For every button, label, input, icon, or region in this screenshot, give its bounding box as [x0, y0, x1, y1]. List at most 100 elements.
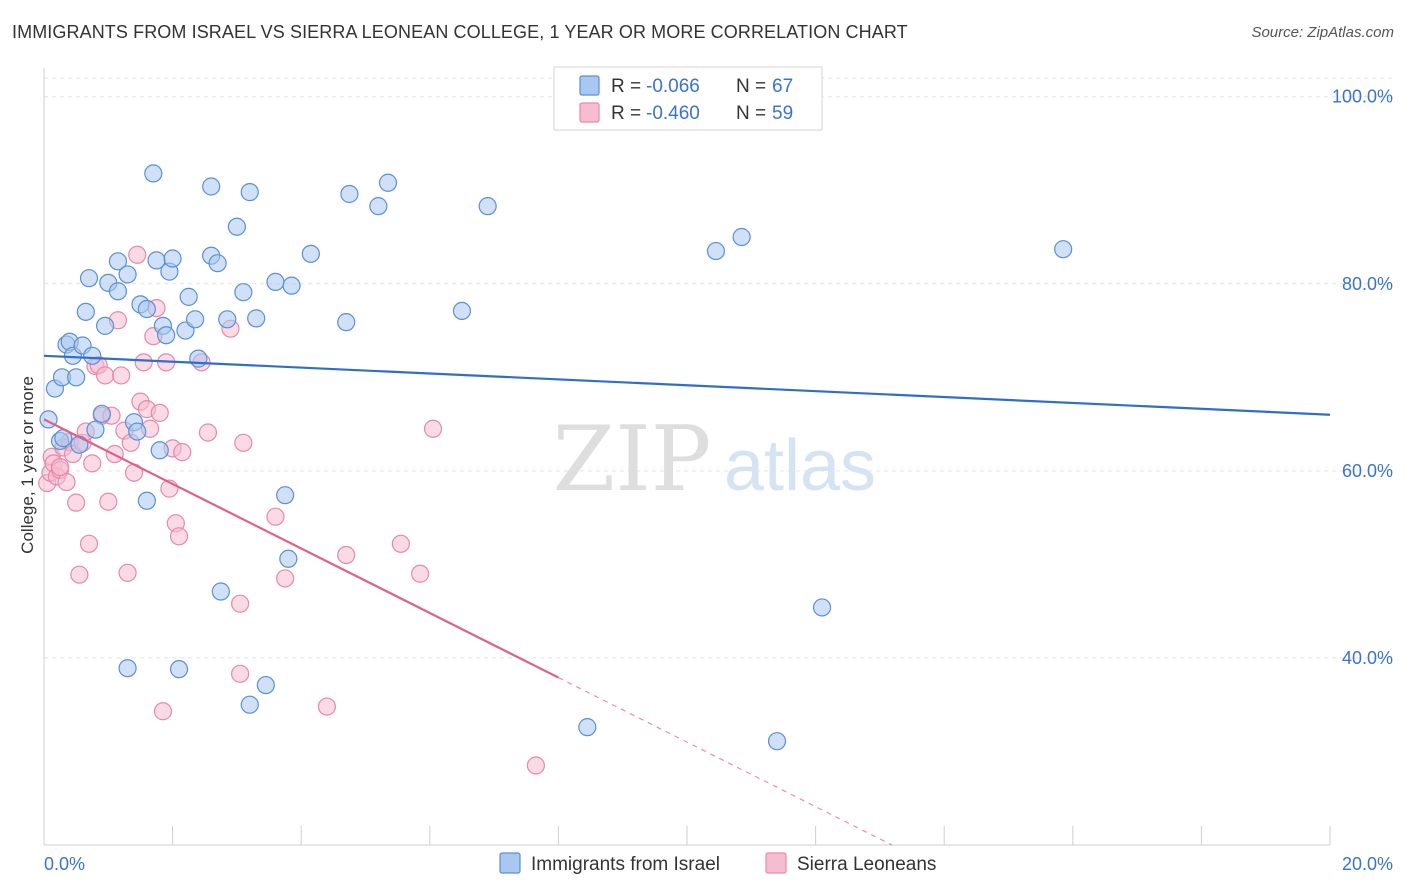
- data-point: [83, 454, 102, 473]
- chart-title: IMMIGRANTS FROM ISRAEL VS SIERRA LEONEAN…: [12, 22, 908, 42]
- data-point: [391, 534, 410, 553]
- series-sierra-leoneans: [38, 245, 545, 775]
- data-point: [144, 164, 163, 183]
- source-note: Source: ZipAtlas.com: [1251, 24, 1394, 41]
- legend-n-value: 67: [772, 76, 793, 97]
- y-tick-label: 60.0%: [1342, 461, 1393, 481]
- data-point: [99, 492, 118, 511]
- legend-r-label: R =: [611, 76, 641, 97]
- trend-line: [43, 354, 1331, 416]
- data-point: [86, 420, 105, 439]
- data-point: [173, 443, 192, 462]
- data-point: [317, 697, 337, 716]
- data-point: [118, 265, 137, 284]
- legend-swatch-pink: [765, 852, 787, 874]
- legend-n-label: N =: [736, 76, 766, 97]
- data-point: [70, 435, 89, 454]
- data-point: [118, 563, 137, 582]
- data-point: [411, 564, 430, 583]
- data-point: [276, 486, 295, 505]
- legend-top: R = -0.066 N = 67 R = -0.460 N = 59: [553, 66, 823, 131]
- data-point: [227, 217, 246, 236]
- trend-line: [43, 418, 559, 679]
- data-point: [153, 702, 173, 721]
- data-point: [369, 197, 388, 216]
- data-point: [337, 313, 356, 332]
- data-point: [57, 472, 76, 492]
- watermark-atlas: atlas: [724, 426, 876, 506]
- data-point: [211, 582, 230, 601]
- data-point: [67, 368, 86, 387]
- y-axis-label: College, 1 year or more: [18, 376, 37, 554]
- legend-n-value: 59: [772, 103, 793, 124]
- data-point: [234, 283, 253, 302]
- data-point: [95, 316, 115, 335]
- data-point: [150, 441, 169, 460]
- data-point: [247, 309, 266, 328]
- data-point: [118, 659, 137, 678]
- data-point: [108, 252, 128, 271]
- data-point: [208, 254, 227, 273]
- data-point: [128, 245, 147, 264]
- legend-swatch-blue: [579, 75, 600, 96]
- data-point: [231, 594, 250, 613]
- data-point: [128, 422, 147, 441]
- data-point: [70, 565, 89, 584]
- y-tick-label: 40.0%: [1342, 648, 1393, 668]
- data-point: [282, 276, 301, 295]
- data-point: [526, 756, 545, 775]
- data-point: [157, 326, 176, 345]
- data-point: [67, 493, 86, 512]
- legend-r-value: -0.066: [646, 76, 700, 97]
- data-point: [301, 244, 320, 263]
- y-tick-label: 100.0%: [1332, 87, 1393, 107]
- data-point: [266, 507, 285, 526]
- watermark-zip: ZIP: [553, 407, 712, 512]
- data-point: [706, 241, 726, 261]
- data-point: [179, 287, 198, 306]
- legend-label-sierra-leoneans: Sierra Leoneans: [797, 854, 936, 875]
- data-point: [83, 346, 102, 365]
- data-point: [240, 183, 259, 202]
- y-tick-label: 80.0%: [1342, 274, 1393, 294]
- trend-line-extension: [558, 677, 893, 846]
- legend-n-label: N =: [736, 103, 766, 124]
- data-point: [112, 366, 131, 385]
- data-point: [452, 301, 472, 321]
- data-point: [150, 403, 169, 422]
- data-point: [198, 423, 218, 442]
- data-point: [732, 227, 751, 247]
- data-point: [163, 249, 182, 268]
- legend-bottom: Immigrants from Israel Sierra Leoneans: [499, 852, 936, 875]
- data-point: [340, 184, 359, 204]
- data-point: [50, 458, 70, 477]
- data-point: [189, 349, 208, 368]
- data-point: [279, 549, 298, 568]
- data-point: [812, 598, 832, 617]
- legend-swatch-blue: [499, 852, 521, 874]
- data-point: [767, 732, 787, 751]
- data-point: [1054, 240, 1073, 259]
- data-point: [478, 197, 497, 216]
- data-point: [231, 664, 250, 683]
- legend-label-israel: Immigrants from Israel: [531, 854, 720, 875]
- data-point: [92, 404, 111, 423]
- data-point: [108, 282, 128, 301]
- series-immigrants-from-israel: [39, 164, 1073, 751]
- trend-lines: [43, 354, 1331, 846]
- x-tick-label: 20.0%: [1342, 854, 1393, 874]
- x-tick-labels: 0.0% 20.0%: [44, 854, 1393, 874]
- data-point: [266, 272, 285, 292]
- x-tick-label: 0.0%: [44, 854, 85, 874]
- data-point: [79, 534, 99, 553]
- data-point: [378, 173, 398, 192]
- data-point: [95, 366, 115, 385]
- data-point: [218, 310, 237, 329]
- data-point: [276, 569, 295, 588]
- data-point: [76, 302, 95, 321]
- data-point: [337, 545, 356, 565]
- data-point: [202, 177, 221, 196]
- data-point: [186, 310, 205, 329]
- data-point: [423, 419, 443, 438]
